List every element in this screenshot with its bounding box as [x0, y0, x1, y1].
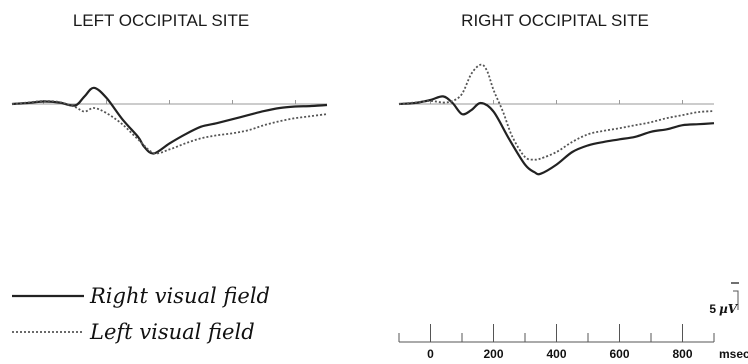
time-axis-tick-label: 200: [483, 347, 503, 361]
legend-label-right-visual-field: Right visual field: [89, 284, 270, 308]
panel-right: [398, 63, 715, 176]
panel-left: [11, 86, 328, 155]
time-axis-ticks: [398, 324, 715, 342]
amplitude-scale-bar: 5 µV: [709, 282, 739, 316]
time-axis-tick-label: 0: [427, 347, 434, 361]
time-axis: 0 200 400 600 800 msec: [398, 324, 748, 361]
scale-bar-unit: µV: [719, 302, 739, 316]
time-axis-tick-label: 800: [672, 347, 692, 361]
baseline-ticks-right: [430, 100, 683, 104]
panel-title-left: LEFT OCCIPITAL SITE: [73, 11, 249, 30]
time-axis-unit: msec: [719, 347, 748, 361]
scale-bar-line: [733, 290, 739, 310]
series-line-left-visual-field-left-site: [11, 100, 328, 155]
time-axis-labels: 0 200 400 600 800: [427, 347, 693, 361]
baseline-ticks-left: [43, 100, 296, 104]
legend-label-left-visual-field: Left visual field: [89, 320, 255, 344]
series-line-left-visual-field-right-site: [398, 63, 715, 161]
scale-bar-value: 5: [709, 302, 716, 316]
legend: Right visual field Left visual field: [12, 284, 270, 344]
panel-title-right: RIGHT OCCIPITAL SITE: [461, 11, 649, 30]
series-line-right-visual-field-right-site: [398, 95, 715, 176]
time-axis-tick-label: 600: [609, 347, 629, 361]
time-axis-tick-label: 400: [546, 347, 566, 361]
series-line-right-visual-field-left-site: [11, 86, 328, 155]
